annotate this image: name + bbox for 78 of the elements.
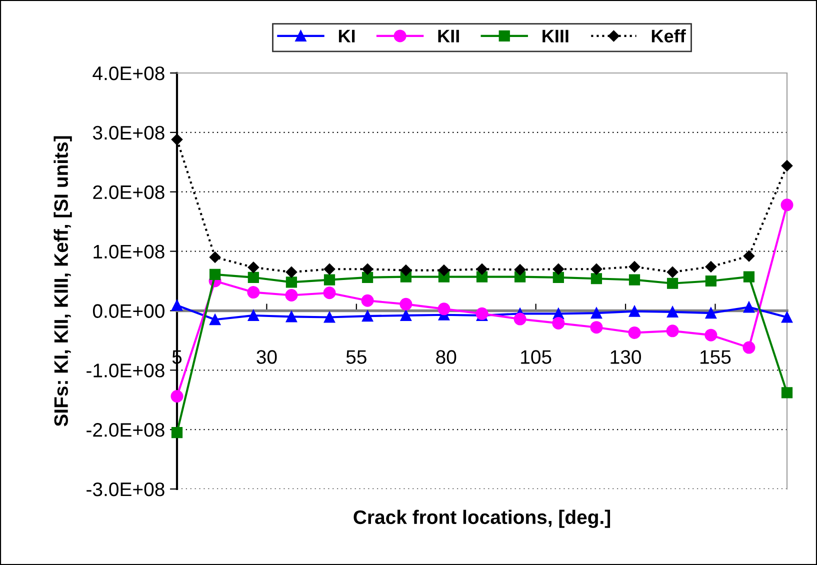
point [590,321,603,334]
legend-label: Keff [652,29,686,42]
point [324,264,336,275]
legend-label: KIII [542,30,568,42]
x-tick-label: 55 [346,350,366,364]
point [590,308,602,319]
point [171,134,183,146]
point [248,310,259,322]
point [743,250,755,262]
point [781,312,793,323]
point [209,268,221,280]
point [400,298,412,310]
point [590,264,602,275]
point [666,306,678,318]
point [247,286,260,299]
point [285,289,298,302]
y-tick-label: -1.0E+08 [86,364,164,378]
x-axis-title: Crack front locations, [deg.] [354,510,610,528]
y-tick-label: 4.0E+08 [92,66,164,80]
point [705,308,716,319]
point [743,271,755,282]
point [248,272,259,283]
point [362,272,374,283]
point [286,276,298,288]
point [552,316,565,330]
point [514,312,526,326]
point [666,278,678,289]
point [324,274,336,286]
point [400,310,412,322]
y-axis-title: SIFs: KI, KII, KIII, Keff, [SI units] [54,136,72,426]
point [286,311,298,322]
legend-label: KII [438,30,459,42]
point [362,264,374,275]
point [628,261,640,272]
point [514,264,526,276]
point [248,262,260,273]
point [666,324,679,338]
point [705,261,717,272]
y-tick-label: -2.0E+08 [86,423,164,437]
point [552,272,564,283]
point [666,266,678,278]
point [438,302,450,316]
point [362,310,374,322]
point [704,328,718,342]
y-tick-label: 0.0E+00 [92,304,164,318]
x-tick-label: 130 [610,350,641,364]
point [781,160,793,172]
point [552,264,564,275]
y-tick-label: 3.0E+08 [92,126,164,140]
point [286,266,298,278]
point [628,274,640,286]
y-tick-label: 2.0E+08 [93,185,164,200]
point [400,264,412,276]
point [705,275,716,287]
y-tick-label: -3.0E+08 [86,482,164,496]
point [170,390,184,403]
point [323,286,336,300]
y-tick-label: 1.0E+08 [94,244,164,259]
point [438,264,450,276]
x-tick-label: 155 [700,350,731,364]
point [171,300,183,311]
point [742,341,756,354]
point [780,198,794,212]
x-tick-label: 80 [436,350,456,364]
point [209,314,221,326]
legend-label: KI [338,30,355,42]
point [628,326,641,339]
x-tick-label: 105 [521,350,552,364]
point [590,273,602,284]
point [781,387,793,398]
point [324,312,336,323]
point [361,294,374,307]
point [476,264,488,275]
point [171,426,183,438]
x-tick-label: 30 [256,350,277,364]
point [209,252,221,263]
point [628,306,640,317]
point [743,302,755,313]
